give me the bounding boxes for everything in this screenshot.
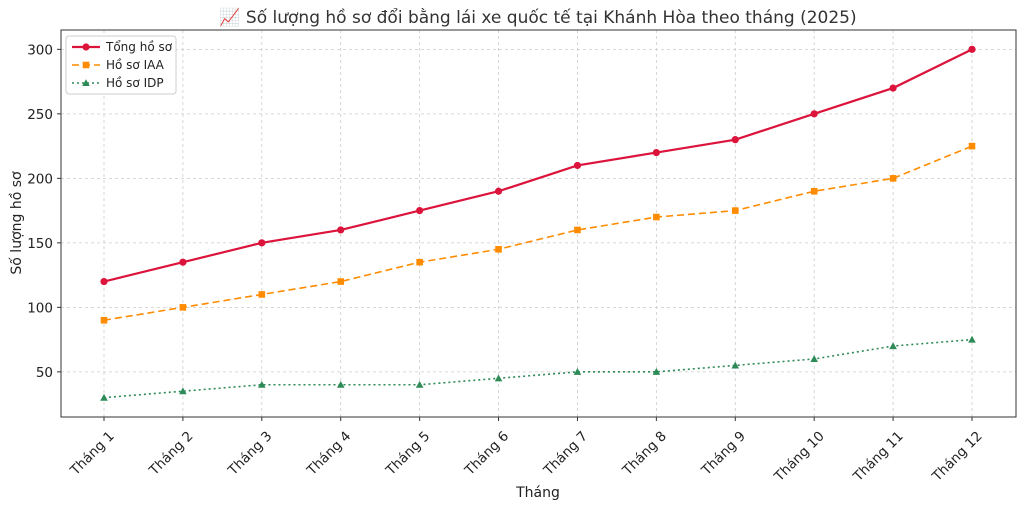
data-point: [415, 380, 424, 388]
data-point: [494, 187, 503, 195]
data-point: [652, 368, 661, 375]
data-point: [810, 355, 818, 362]
data-point: [731, 361, 740, 369]
data-point: [968, 335, 976, 343]
plot-frame: [60, 29, 1017, 418]
y-tick-label: 300: [27, 42, 53, 58]
data-point: [810, 110, 818, 118]
data-point: [258, 291, 266, 298]
data-point: [731, 207, 739, 214]
data-point: [810, 187, 818, 195]
series-line: [103, 48, 973, 283]
data-point: [574, 226, 581, 234]
y-tick-label: 50: [36, 365, 53, 381]
series-2: [100, 142, 976, 324]
y-tick-label: 150: [27, 236, 53, 252]
y-tick-label: 200: [27, 171, 53, 187]
x-tick-label: Tháng 3: [224, 428, 275, 479]
data-point: [100, 316, 108, 324]
x-tick-label: Tháng 1: [67, 428, 118, 479]
legend-label: Tổng hồ sơ: [105, 40, 173, 54]
series-3: [100, 335, 976, 401]
x-tick-label: Tháng 12: [929, 428, 986, 485]
x-tick-label: Tháng 10: [771, 428, 828, 485]
x-tick-label: Tháng 9: [698, 428, 749, 479]
data-point: [416, 207, 424, 215]
grid: [61, 30, 1016, 417]
chart-title: 📈 Số lượng hồ sơ đổi bằng lái xe quốc tế…: [219, 7, 856, 28]
data-point: [494, 374, 503, 382]
legend-entry: Hồ sơ IDP: [72, 76, 164, 90]
legend: Tổng hồ sơ Hồ sơ IAA Hồ sơ IDP: [65, 35, 177, 95]
x-tick-label: Tháng 11: [850, 428, 907, 485]
x-axis-label: Tháng: [515, 485, 560, 501]
legend-swatch-marker: [82, 61, 90, 69]
data-point: [573, 161, 582, 170]
data-point: [258, 239, 266, 247]
y-axis-label: Số lượng hồ sơ: [8, 171, 25, 275]
data-point: [889, 342, 897, 350]
data-point: [968, 45, 976, 53]
data-point: [889, 84, 897, 92]
data-point: [336, 380, 345, 388]
x-tick-label: Tháng 5: [382, 428, 433, 479]
data-point: [653, 213, 660, 221]
series-line: [103, 338, 973, 399]
data-point: [100, 393, 108, 401]
data-point: [416, 258, 423, 266]
series-1: [100, 45, 976, 286]
legend-label: Hồ sơ IDP: [106, 76, 164, 90]
data-point: [731, 136, 739, 144]
legend-box: [65, 35, 177, 95]
series-line: [103, 145, 973, 322]
series-layer: [100, 45, 976, 401]
legend-entry: Tổng hồ sơ: [72, 40, 173, 54]
data-point: [968, 142, 976, 150]
legend-swatch-marker: [82, 79, 90, 87]
data-point: [179, 304, 187, 311]
x-axis-ticks: Tháng 1 Tháng 2 Tháng 3 Tháng 4 Tháng 5 Tháng…: [67, 417, 986, 485]
data-point: [889, 175, 897, 182]
legend-swatch-marker: [82, 43, 90, 51]
data-point: [179, 258, 187, 266]
y-tick-label: 100: [27, 300, 53, 316]
legend-label: Hồ sơ IAA: [106, 58, 165, 72]
legend-entry: Hồ sơ IAA: [72, 58, 165, 72]
data-point: [652, 148, 660, 157]
y-tick-label: 250: [27, 107, 53, 123]
data-point: [573, 368, 582, 375]
data-point: [179, 387, 187, 395]
data-point: [337, 278, 345, 285]
x-tick-label: Tháng 2: [146, 428, 197, 479]
y-axis-ticks: 50 100 150 200 250 300: [27, 42, 61, 381]
data-point: [100, 277, 108, 286]
x-tick-label: Tháng 4: [303, 428, 354, 479]
x-tick-label: Tháng 6: [461, 428, 512, 479]
x-tick-label: Tháng 7: [540, 428, 591, 479]
data-point: [495, 246, 502, 253]
data-point: [337, 226, 345, 234]
x-tick-label: Tháng 8: [619, 428, 670, 479]
data-point: [258, 380, 266, 388]
